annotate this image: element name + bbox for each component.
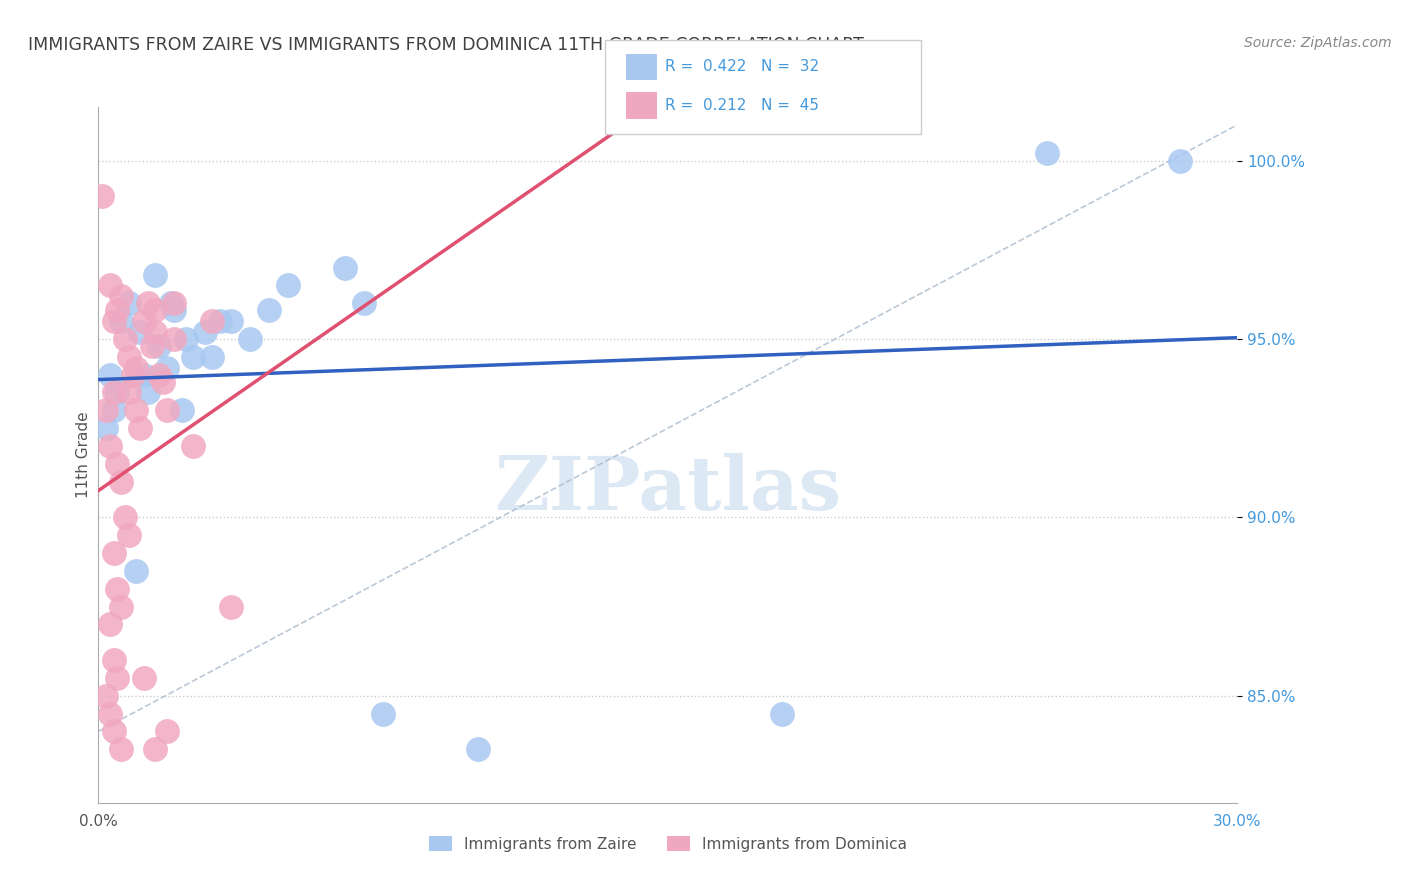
Point — [259, 303, 281, 318]
Point — [136, 385, 159, 400]
Point — [98, 278, 121, 293]
Point — [194, 325, 217, 339]
Point — [98, 368, 121, 382]
Point — [94, 689, 117, 703]
Point — [145, 325, 167, 339]
Point — [118, 528, 141, 542]
Point — [129, 325, 152, 339]
Point — [163, 303, 186, 318]
Point — [98, 706, 121, 721]
Point — [91, 189, 114, 203]
Point — [114, 332, 136, 346]
Point — [239, 332, 262, 346]
Point — [221, 599, 243, 614]
Point — [335, 260, 357, 275]
Point — [103, 385, 125, 400]
Point — [156, 724, 179, 739]
Point — [145, 268, 167, 282]
Text: ZIPatlas: ZIPatlas — [495, 453, 841, 526]
Text: Source: ZipAtlas.com: Source: ZipAtlas.com — [1244, 36, 1392, 50]
Point — [114, 510, 136, 524]
Text: R =  0.422   N =  32: R = 0.422 N = 32 — [665, 60, 820, 74]
Point — [125, 564, 148, 578]
Point — [132, 671, 155, 685]
Point — [110, 475, 132, 489]
Point — [132, 368, 155, 382]
Y-axis label: 11th Grade: 11th Grade — [76, 411, 91, 499]
Point — [467, 742, 489, 756]
Point — [125, 360, 148, 375]
Point — [107, 671, 129, 685]
Point — [107, 385, 129, 400]
Point — [174, 332, 197, 346]
Point — [371, 706, 394, 721]
Point — [110, 289, 132, 303]
Point — [145, 303, 167, 318]
Point — [103, 724, 125, 739]
Point — [103, 403, 125, 417]
Point — [277, 278, 299, 293]
Point — [145, 742, 167, 756]
Point — [156, 360, 179, 375]
Point — [118, 296, 141, 310]
Point — [118, 350, 141, 364]
Point — [159, 296, 181, 310]
Point — [98, 439, 121, 453]
Point — [110, 599, 132, 614]
Point — [103, 546, 125, 560]
Point — [125, 403, 148, 417]
Point — [148, 368, 170, 382]
Point — [107, 582, 129, 596]
Point — [94, 421, 117, 435]
Point — [110, 742, 132, 756]
Point — [107, 303, 129, 318]
Point — [98, 617, 121, 632]
Text: IMMIGRANTS FROM ZAIRE VS IMMIGRANTS FROM DOMINICA 11TH GRADE CORRELATION CHART: IMMIGRANTS FROM ZAIRE VS IMMIGRANTS FROM… — [28, 36, 865, 54]
Text: R =  0.212   N =  45: R = 0.212 N = 45 — [665, 98, 820, 112]
Point — [208, 314, 231, 328]
Point — [1036, 146, 1059, 161]
Text: 30.0%: 30.0% — [1213, 814, 1261, 829]
Point — [183, 350, 205, 364]
Point — [152, 375, 174, 389]
Point — [141, 339, 163, 353]
Point — [132, 314, 155, 328]
Point — [136, 296, 159, 310]
Point — [103, 653, 125, 667]
Point — [121, 368, 143, 382]
Text: 0.0%: 0.0% — [79, 814, 118, 829]
Point — [770, 706, 793, 721]
Point — [94, 403, 117, 417]
Point — [156, 403, 179, 417]
Point — [129, 421, 152, 435]
Point — [183, 439, 205, 453]
Point — [201, 350, 224, 364]
Legend: Immigrants from Zaire, Immigrants from Dominica: Immigrants from Zaire, Immigrants from D… — [423, 830, 912, 858]
Point — [148, 339, 170, 353]
Point — [118, 385, 141, 400]
Point — [110, 314, 132, 328]
Point — [103, 314, 125, 328]
Point — [107, 457, 129, 471]
Point — [201, 314, 224, 328]
Point — [163, 332, 186, 346]
Point — [163, 296, 186, 310]
Point — [353, 296, 375, 310]
Point — [221, 314, 243, 328]
Point — [170, 403, 193, 417]
Point — [1170, 153, 1192, 168]
